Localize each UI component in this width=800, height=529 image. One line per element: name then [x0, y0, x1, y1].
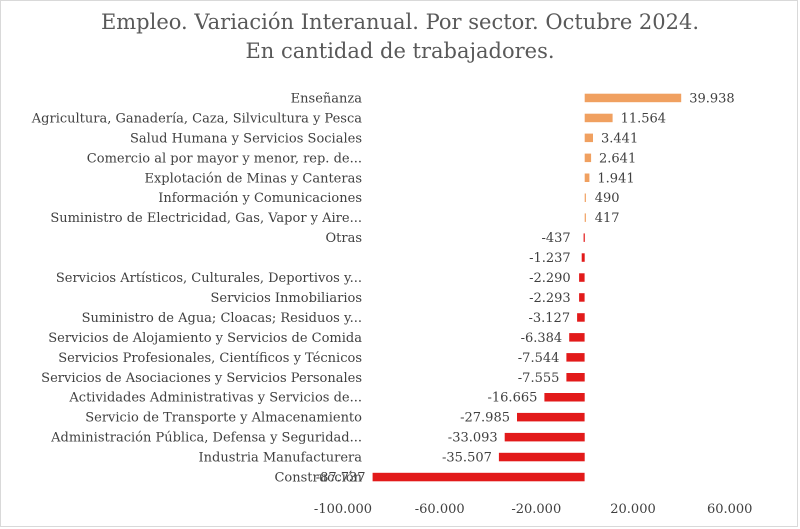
bar [577, 313, 585, 322]
category-label: Actividades Administrativas y Servicios … [68, 391, 362, 406]
data-label: -7.544 [518, 351, 560, 366]
data-label: 11.564 [621, 111, 667, 126]
bar [569, 333, 585, 342]
chart-title-line-2: En cantidad de trabajadores. [245, 39, 555, 63]
category-label: Administración Pública, Defensa y Seguri… [50, 431, 362, 446]
x-tick-label: -60.000 [415, 502, 465, 517]
data-label: 3.441 [601, 131, 638, 146]
bar [517, 412, 585, 422]
x-tick-label: 60.000 [707, 502, 753, 517]
bar [584, 173, 590, 182]
category-label: Información y Comunicaciones [158, 191, 362, 206]
data-label: -27.985 [460, 411, 510, 426]
bar [544, 393, 585, 402]
bars-group [372, 93, 682, 482]
bar [579, 273, 585, 282]
data-label: -7.555 [518, 371, 560, 386]
category-label: Servicio de Transporte y Almacenamiento [85, 411, 362, 426]
data-label: -33.093 [448, 431, 498, 446]
x-tick-label: 20.000 [610, 502, 656, 517]
bar [504, 432, 585, 442]
data-label: 490 [595, 191, 620, 206]
x-tick-label: -100.000 [314, 502, 372, 517]
bar [498, 452, 585, 462]
category-label: Industria Manufacturera [199, 451, 363, 466]
data-label: -2.290 [529, 271, 571, 286]
bar [584, 193, 586, 202]
bar [583, 233, 585, 242]
x-tick-labels-group: -100.000 -60.000 -20.000 20.000 60.000 [314, 502, 753, 517]
category-label: Servicios Profesionales, Científicos y T… [58, 351, 362, 366]
category-label: Servicios de Alojamiento y Servicios de … [48, 331, 362, 346]
bar [584, 93, 682, 103]
data-label: -35.507 [442, 451, 492, 466]
category-label: Suministro de Agua; Cloacas; Residuos y.… [82, 311, 362, 326]
category-label: Construcción [274, 471, 362, 486]
bar [566, 373, 585, 382]
data-label: 2.641 [599, 151, 636, 166]
bar [372, 472, 585, 482]
data-label: 39.938 [689, 92, 735, 107]
bar [579, 293, 585, 302]
bar [584, 133, 593, 143]
x-tick-label: -20.000 [511, 502, 561, 517]
category-label: Enseñanza [291, 92, 363, 107]
category-label: Otras [325, 231, 362, 246]
data-label: -1.237 [529, 251, 571, 266]
category-label: Explotación de Minas y Canteras [144, 171, 362, 186]
category-label: Servicios de Asociaciones y Servicios Pe… [41, 371, 362, 386]
data-label: -87.737 [316, 471, 366, 486]
data-labels-group: 39.938 11.564 3.441 2.641 1.941 490 417 -437 -1.… [316, 92, 735, 486]
data-label: 417 [595, 211, 620, 226]
bar [581, 253, 585, 262]
category-label: Servicios Inmobiliarios [211, 291, 362, 306]
category-labels-group: Enseñanza Agricultura, Ganadería, Caza, S… [31, 92, 363, 486]
category-label: Salud Humana y Servicios Sociales [130, 131, 362, 146]
category-label: Suministro de Electricidad, Gas, Vapor y… [50, 211, 362, 226]
data-label: -2.293 [529, 291, 571, 306]
chart-title: Empleo. Variación Interanual. Por sector… [0, 8, 800, 66]
data-label: -16.665 [488, 391, 538, 406]
chart-title-line-1: Empleo. Variación Interanual. Por sector… [100, 10, 700, 34]
bar [584, 153, 592, 163]
data-label: -437 [541, 231, 570, 246]
data-label: -6.384 [521, 331, 563, 346]
bar [566, 353, 585, 362]
category-label: Comercio al por mayor y menor, rep. de..… [87, 151, 362, 166]
bar [584, 113, 613, 123]
data-label: -3.127 [528, 311, 570, 326]
data-label: 1.941 [597, 171, 634, 186]
category-label: Agricultura, Ganadería, Caza, Silvicultu… [31, 111, 362, 126]
category-label: Servicios Artísticos, Culturales, Deport… [56, 271, 362, 286]
bar [584, 213, 586, 222]
